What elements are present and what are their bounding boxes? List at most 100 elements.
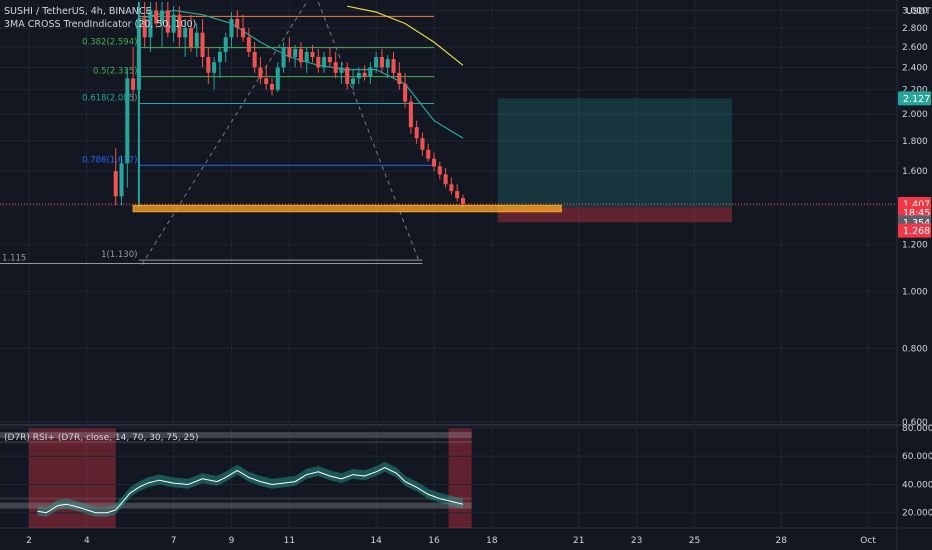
candle-body[interactable] xyxy=(252,51,257,68)
candle-body[interactable] xyxy=(160,10,165,24)
candle-body[interactable] xyxy=(235,19,240,29)
candle-body[interactable] xyxy=(269,83,275,90)
candle-body[interactable] xyxy=(339,67,344,73)
rsi-band xyxy=(0,441,472,444)
price-tick-label: 1.000 xyxy=(902,287,928,297)
candle-body[interactable] xyxy=(437,166,442,175)
price-tick-label: 3.000 xyxy=(902,6,928,16)
candle-body[interactable] xyxy=(420,138,425,150)
indicator-legend[interactable]: 3MA CROSS TrendIndicator (20, 50, 100) xyxy=(4,19,197,30)
candle-body[interactable] xyxy=(385,59,390,68)
time-tick-label: 23 xyxy=(631,536,642,546)
candle-body[interactable] xyxy=(206,57,211,73)
candle-body[interactable] xyxy=(258,67,263,79)
candle-body[interactable] xyxy=(229,19,234,38)
candle-body[interactable] xyxy=(188,28,193,47)
candle-body[interactable] xyxy=(125,78,130,164)
candle-body[interactable] xyxy=(171,14,176,33)
candle-body[interactable] xyxy=(148,10,153,38)
price-tick-label: 2.400 xyxy=(902,63,928,73)
candle-body[interactable] xyxy=(345,67,350,84)
price-tick-label: 0.600 xyxy=(902,418,928,428)
candle-body[interactable] xyxy=(113,171,118,197)
rsi-line[interactable] xyxy=(37,466,464,514)
price-tick-label: 1.800 xyxy=(902,137,928,147)
moving-average-line[interactable] xyxy=(347,5,464,66)
price-tick-label: 1.600 xyxy=(902,167,928,177)
candle-body[interactable] xyxy=(281,46,286,68)
price-tick-label: 2.200 xyxy=(902,86,928,96)
candle-body[interactable] xyxy=(356,72,361,79)
price-tick-label: 1.200 xyxy=(902,241,928,251)
fib-trend-line xyxy=(317,1,421,263)
candle-body[interactable] xyxy=(241,28,246,38)
price-tick-label: 2.000 xyxy=(902,110,928,120)
candle-body[interactable] xyxy=(362,72,367,77)
candle-body[interactable] xyxy=(200,32,205,58)
candle-body[interactable] xyxy=(136,19,141,90)
candle-body[interactable] xyxy=(131,78,136,90)
price-tick-label: 2.800 xyxy=(902,24,928,34)
candle-body[interactable] xyxy=(165,10,170,33)
candle-body[interactable] xyxy=(350,78,356,84)
candle-body[interactable] xyxy=(322,57,327,68)
candle-body[interactable] xyxy=(177,14,182,38)
time-tick-label: 28 xyxy=(776,536,788,546)
candle-body[interactable] xyxy=(142,19,147,38)
rsi-tick-label: 60.000 xyxy=(902,452,932,462)
candle-body[interactable] xyxy=(287,46,292,58)
rsi-tick-label: 40.000 xyxy=(902,480,932,490)
candle-body[interactable] xyxy=(293,48,298,58)
candle-body[interactable] xyxy=(391,59,396,73)
time-tick-label: 16 xyxy=(428,536,440,546)
candle-body[interactable] xyxy=(327,57,332,63)
candle-body[interactable] xyxy=(246,37,251,52)
candle-body[interactable] xyxy=(374,57,379,68)
price-tick-label: 0.800 xyxy=(902,344,928,354)
candle-body[interactable] xyxy=(212,62,217,73)
candle-body[interactable] xyxy=(397,72,402,84)
candle-body[interactable] xyxy=(432,158,437,167)
candle-body[interactable] xyxy=(316,57,321,68)
candle-body[interactable] xyxy=(217,51,222,63)
candle-body[interactable] xyxy=(414,127,419,139)
candle-body[interactable] xyxy=(449,184,454,192)
candle-body[interactable] xyxy=(460,198,465,205)
candle-body[interactable] xyxy=(119,163,124,197)
candle-body[interactable] xyxy=(275,67,280,90)
time-tick-label: 9 xyxy=(229,536,235,546)
price-label-text: 1.407 xyxy=(903,200,930,211)
price-label-text: 1.354 xyxy=(903,218,930,229)
candle-body[interactable] xyxy=(443,174,448,185)
candle-body[interactable] xyxy=(403,83,408,102)
candle-body[interactable] xyxy=(368,67,373,77)
candle-body[interactable] xyxy=(264,78,269,84)
price-label-tag[interactable] xyxy=(898,223,931,238)
long-position-target-zone[interactable] xyxy=(497,98,733,208)
candle-body[interactable] xyxy=(304,51,309,63)
candle-body[interactable] xyxy=(408,101,413,128)
time-tick-label: 18 xyxy=(486,536,498,546)
moving-average-line[interactable] xyxy=(138,9,464,139)
candle-body[interactable] xyxy=(183,28,188,38)
candle-body[interactable] xyxy=(426,149,431,159)
symbol-title[interactable]: SUSHI / TetherUS, 4h, BINANCE xyxy=(4,6,152,17)
time-tick-label: 21 xyxy=(573,536,584,546)
candle-body[interactable] xyxy=(455,191,460,199)
candle-body[interactable] xyxy=(298,48,303,63)
candle-body[interactable] xyxy=(154,10,159,24)
rsi-legend[interactable]: (D7R) RSI+ (D7R, close, 14, 70, 30, 75, … xyxy=(4,433,199,443)
candle-body[interactable] xyxy=(194,32,199,47)
candle-body[interactable] xyxy=(333,62,338,73)
candle-body[interactable] xyxy=(310,51,315,58)
candle-body[interactable] xyxy=(223,37,228,52)
rsi-cloud xyxy=(37,461,463,517)
price-label-tag[interactable] xyxy=(898,91,931,106)
price-tick-label: 2.600 xyxy=(902,43,928,53)
support-zone[interactable] xyxy=(132,204,562,213)
candle-body[interactable] xyxy=(379,57,384,68)
time-tick-label: Oct xyxy=(860,536,876,546)
